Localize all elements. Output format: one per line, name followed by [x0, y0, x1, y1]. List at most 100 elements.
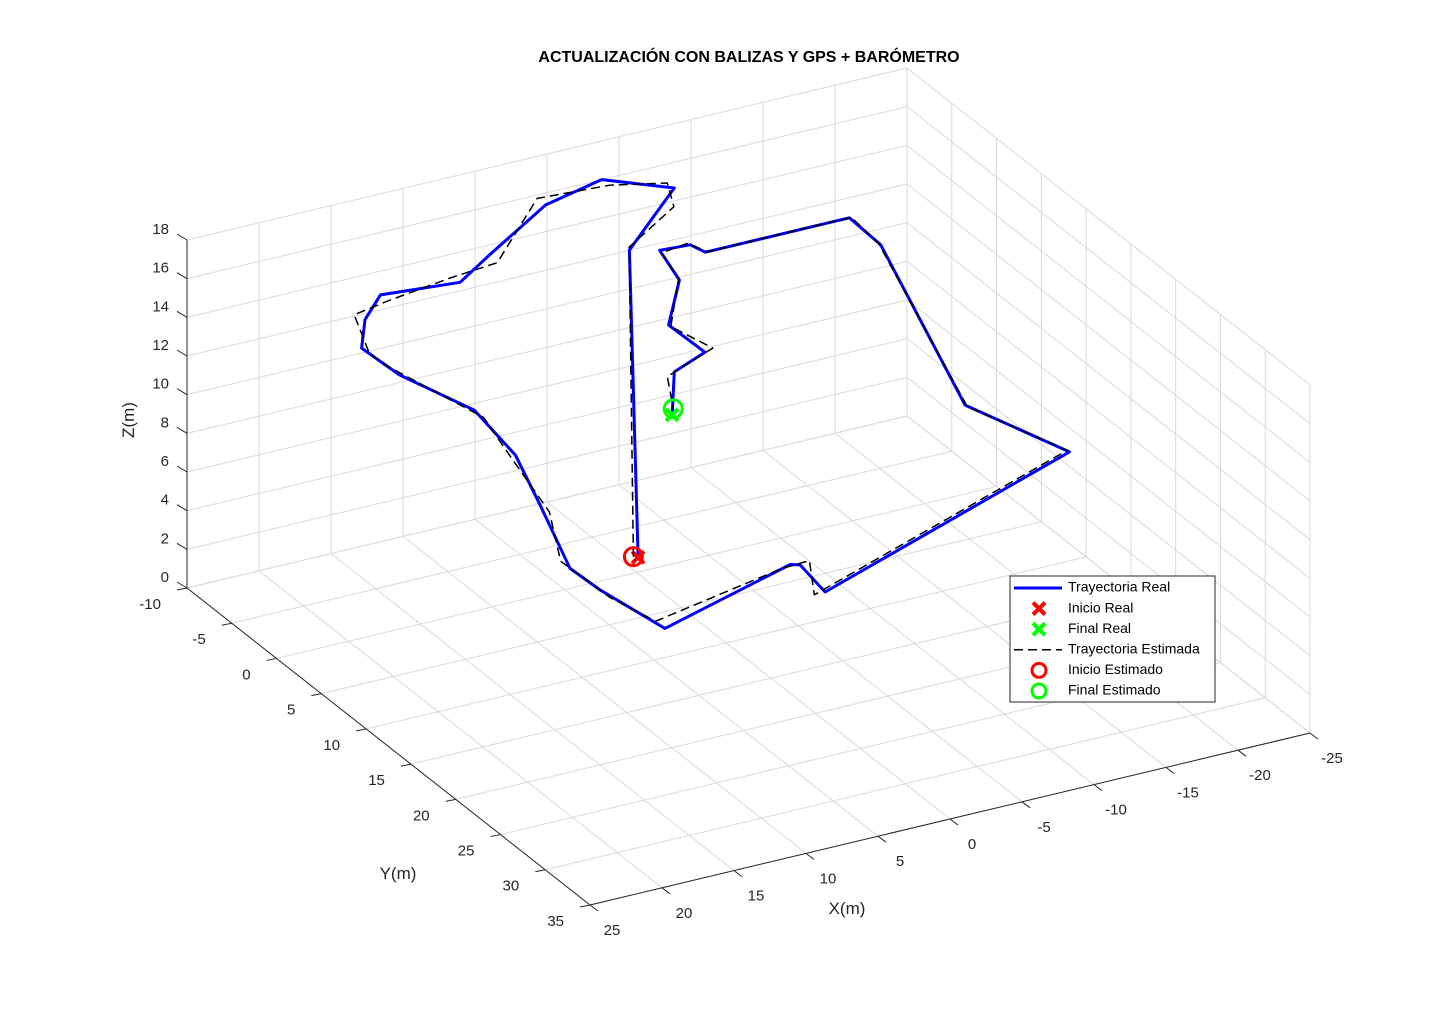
legend-label: Inicio Estimado	[1068, 661, 1163, 677]
y-tick	[176, 587, 188, 591]
legend-label: Final Real	[1068, 620, 1131, 636]
x-tick-label: 5	[896, 853, 904, 870]
z-tick-label: 18	[152, 221, 169, 238]
x-tick-label: -5	[1037, 819, 1050, 836]
z-tick-label: 2	[161, 530, 169, 547]
legend-label: Inicio Real	[1068, 599, 1133, 615]
z-tick	[176, 233, 188, 241]
grid-line	[906, 376, 1311, 695]
z-tick	[176, 388, 188, 396]
y-tick	[400, 763, 411, 767]
x-tick-label: -15	[1177, 784, 1199, 801]
z-tick-label: 14	[152, 298, 169, 315]
x-tick-label: 10	[820, 870, 837, 887]
grid-line	[474, 518, 879, 837]
marker-o	[1030, 682, 1048, 700]
grid-line	[231, 450, 952, 624]
grid-line	[906, 144, 1311, 463]
x-axis-label: X(m)	[829, 899, 866, 918]
z-tick-label: 0	[161, 569, 169, 586]
z-tick	[176, 310, 188, 318]
z-tick	[176, 504, 188, 512]
grid-line	[546, 501, 951, 820]
grid-line	[186, 106, 908, 280]
x-tick	[1093, 784, 1103, 791]
z-tick-label: 8	[161, 414, 169, 431]
y-tick	[490, 834, 501, 838]
axis-line	[186, 587, 591, 906]
z-tick	[176, 426, 188, 434]
grid-line	[276, 485, 997, 659]
chart-title: ACTUALIZACIÓN CON BALIZAS Y GPS + BARÓME…	[538, 47, 959, 66]
z-tick	[176, 581, 188, 589]
marker-o	[622, 546, 644, 568]
x-tick	[733, 870, 743, 877]
x-tick	[1237, 749, 1247, 757]
z-tick-label: 6	[161, 453, 169, 470]
x-tick-label: -20	[1249, 767, 1271, 784]
x-tick	[1309, 732, 1319, 740]
x-tick-label: 20	[676, 905, 693, 922]
grid-line	[618, 484, 1023, 803]
grid-line	[365, 556, 1087, 730]
grid-line	[321, 521, 1042, 695]
z-axis-label: Z(m)	[119, 402, 138, 438]
y-tick-label: -10	[139, 596, 161, 613]
grid-line	[186, 260, 908, 434]
y-tick	[311, 693, 322, 697]
grid-line	[906, 183, 1311, 502]
grid-line	[186, 338, 908, 512]
y-tick	[579, 904, 591, 908]
grid-line	[906, 222, 1311, 541]
grid-line	[690, 467, 1095, 785]
grid-line	[186, 299, 908, 473]
grid-line	[906, 106, 1311, 425]
grid-line	[186, 222, 908, 396]
x-tick	[949, 818, 959, 826]
y-tick-label: 20	[413, 807, 430, 824]
grid-line	[186, 144, 908, 318]
y-axis-label: Y(m)	[380, 864, 417, 883]
y-tick-label: 25	[458, 843, 475, 860]
y-tick-label: 0	[242, 666, 250, 683]
y-tick-label: 15	[368, 772, 385, 789]
x-tick	[589, 904, 599, 912]
grid-line	[906, 299, 1311, 618]
x-tick-label: 25	[604, 922, 621, 939]
y-tick	[356, 728, 367, 732]
legend-label: Final Estimado	[1068, 682, 1161, 698]
marker-o	[1030, 661, 1048, 679]
x-tick-label: 15	[748, 888, 765, 905]
y-tick-label: 10	[323, 737, 340, 754]
grid-line	[402, 536, 807, 854]
marker-o	[662, 398, 684, 420]
grid-line	[906, 67, 1311, 386]
x-tick	[877, 835, 887, 843]
grid-line	[762, 450, 1167, 768]
y-tick-label: 35	[547, 913, 564, 930]
y-tick-label: 30	[503, 878, 520, 895]
grid-line	[186, 415, 908, 589]
z-tick-label: 16	[152, 260, 169, 277]
legend-box	[1009, 575, 1216, 703]
z-tick-label: 4	[161, 492, 169, 509]
legend-label: Trayectoria Real	[1068, 579, 1170, 595]
z-tick-label: 10	[152, 376, 169, 393]
z-tick	[176, 349, 188, 357]
legend-label: Trayectoria Estimada	[1068, 641, 1200, 657]
x-tick	[661, 887, 671, 895]
x-tick	[1021, 801, 1031, 809]
x-tick-label: -10	[1105, 802, 1127, 819]
y-tick	[221, 622, 232, 626]
z-tick	[176, 465, 188, 473]
y-tick-label: 5	[287, 702, 295, 719]
y-tick	[445, 798, 456, 802]
y-tick	[535, 869, 546, 873]
z-tick	[176, 272, 188, 280]
estimated-trajectory	[353, 182, 1068, 622]
marker-x	[1031, 601, 1047, 617]
grid-line	[186, 183, 908, 357]
z-tick	[176, 542, 188, 550]
